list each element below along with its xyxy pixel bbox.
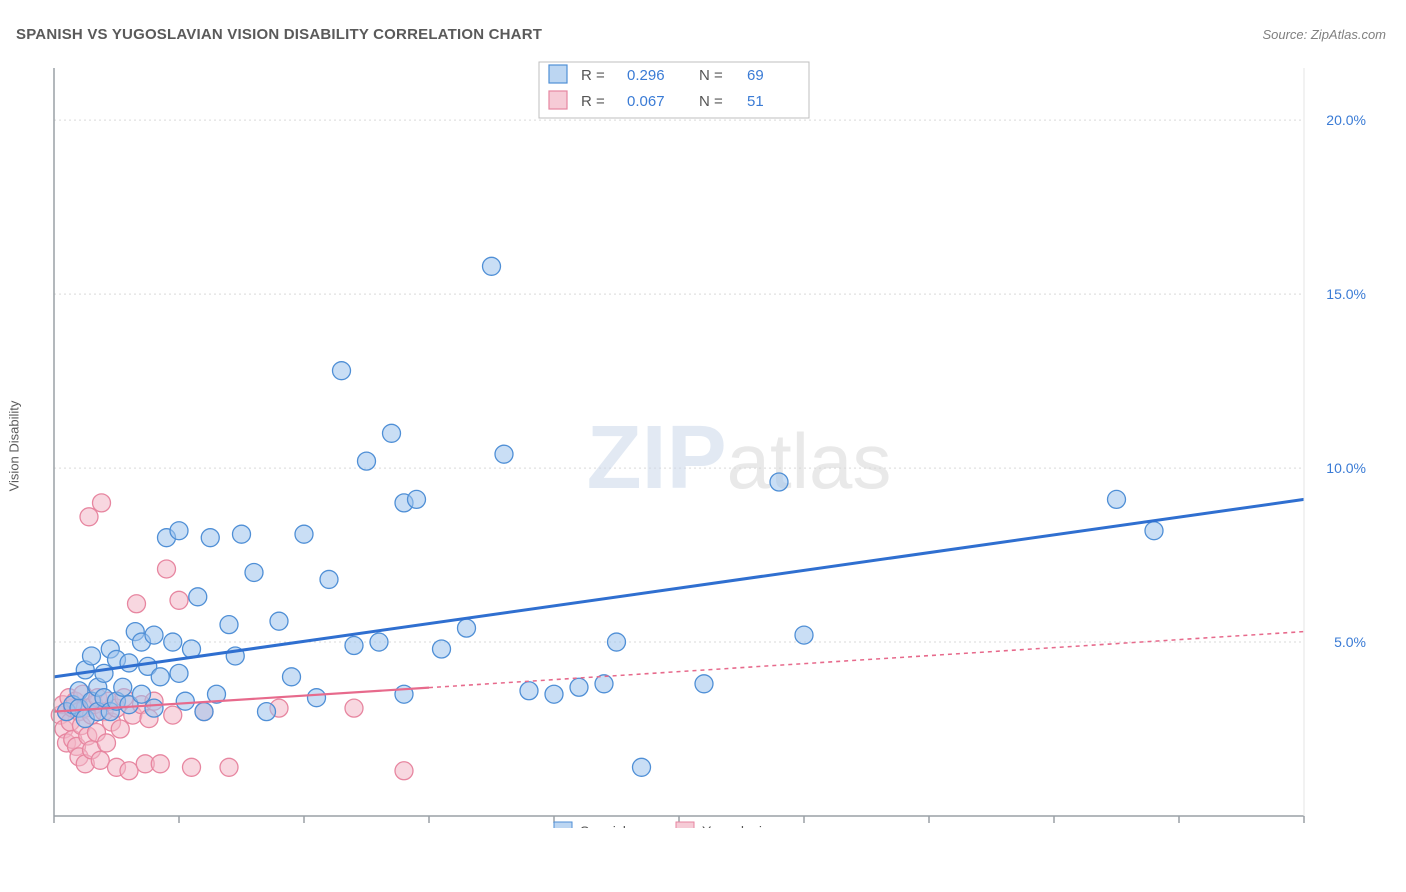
scatter-point <box>220 758 238 776</box>
scatter-point <box>158 560 176 578</box>
scatter-point <box>164 706 182 724</box>
stat-r-value: 0.296 <box>627 67 665 84</box>
scatter-point <box>295 525 313 543</box>
scatter-point <box>308 689 326 707</box>
scatter-point <box>114 678 132 696</box>
scatter-point <box>345 637 363 655</box>
scatter-point <box>395 762 413 780</box>
scatter-point <box>770 473 788 491</box>
chart-title: SPANISH VS YUGOSLAVIAN VISION DISABILITY… <box>16 26 542 43</box>
legend-swatch <box>554 822 572 828</box>
scatter-point <box>164 633 182 651</box>
scatter-point <box>245 563 263 581</box>
scatter-point <box>370 633 388 651</box>
chart-header: SPANISH VS YUGOSLAVIAN VISION DISABILITY… <box>16 26 1386 43</box>
scatter-point <box>283 668 301 686</box>
svg-text:5.0%: 5.0% <box>1334 634 1366 650</box>
scatter-point <box>570 678 588 696</box>
scatter-point <box>183 758 201 776</box>
svg-text:15.0%: 15.0% <box>1326 286 1366 302</box>
scatter-point <box>170 664 188 682</box>
scatter-point <box>170 591 188 609</box>
stat-n-value: 69 <box>747 67 764 84</box>
scatter-point <box>345 699 363 717</box>
stat-r-label: R = <box>581 67 605 84</box>
scatter-point <box>270 612 288 630</box>
scatter-point <box>83 647 101 665</box>
scatter-point <box>93 494 111 512</box>
stat-r-label: R = <box>581 93 605 110</box>
scatter-point <box>170 522 188 540</box>
scatter-point <box>201 529 219 547</box>
scatter-point <box>1108 490 1126 508</box>
svg-text:10.0%: 10.0% <box>1326 460 1366 476</box>
scatter-chart: 5.0% 10.0% 15.0% 20.0% ZIPatlas 0.0% 100.0% R =… <box>44 58 1384 828</box>
stat-r-value: 0.067 <box>627 93 665 110</box>
scatter-point <box>145 699 163 717</box>
svg-text:ZIPatlas: ZIPatlas <box>587 408 892 508</box>
scatter-point <box>258 703 276 721</box>
chart-area: 5.0% 10.0% 15.0% 20.0% ZIPatlas 0.0% 100.0% R =… <box>44 58 1384 828</box>
scatter-point <box>95 664 113 682</box>
scatter-point <box>145 626 163 644</box>
y-axis-label: Vision Disability <box>7 401 22 492</box>
scatter-point <box>408 490 426 508</box>
legend-swatch <box>549 65 567 83</box>
scatter-point <box>383 424 401 442</box>
scatter-point <box>80 508 98 526</box>
scatter-point <box>495 445 513 463</box>
scatter-point <box>151 755 169 773</box>
scatter-point <box>151 668 169 686</box>
svg-text:100.0%: 100.0% <box>1319 827 1366 828</box>
scatter-point <box>520 682 538 700</box>
scatter-point <box>220 616 238 634</box>
legend-label: Yugoslavians <box>702 823 785 828</box>
scatter-point <box>545 685 563 703</box>
legend-swatch <box>549 91 567 109</box>
scatter-point <box>133 685 151 703</box>
scatter-point <box>333 362 351 380</box>
scatter-point <box>176 692 194 710</box>
scatter-point <box>483 257 501 275</box>
scatter-point <box>1145 522 1163 540</box>
svg-text:0.0%: 0.0% <box>54 827 86 828</box>
stats-legend <box>539 62 809 118</box>
scatter-point <box>633 758 651 776</box>
scatter-point <box>695 675 713 693</box>
scatter-point <box>128 595 146 613</box>
scatter-point <box>195 703 213 721</box>
scatter-point <box>233 525 251 543</box>
scatter-point <box>189 588 207 606</box>
scatter-point <box>120 654 138 672</box>
legend-swatch <box>676 822 694 828</box>
stat-n-label: N = <box>699 93 723 110</box>
scatter-point <box>358 452 376 470</box>
series-legend: Spanish Yugoslavians <box>554 822 785 828</box>
scatter-point <box>98 734 116 752</box>
source-label: Source: ZipAtlas.com <box>1262 27 1386 42</box>
scatter-point <box>111 720 129 738</box>
scatter-point <box>433 640 451 658</box>
stat-n-label: N = <box>699 67 723 84</box>
scatter-point <box>91 751 109 769</box>
scatter-point <box>458 619 476 637</box>
scatter-point <box>320 570 338 588</box>
stat-n-value: 51 <box>747 93 764 110</box>
regression-line-dashed <box>429 632 1304 688</box>
legend-label: Spanish <box>580 823 631 828</box>
scatter-point <box>120 762 138 780</box>
scatter-point <box>608 633 626 651</box>
svg-text:20.0%: 20.0% <box>1326 112 1366 128</box>
scatter-point <box>795 626 813 644</box>
